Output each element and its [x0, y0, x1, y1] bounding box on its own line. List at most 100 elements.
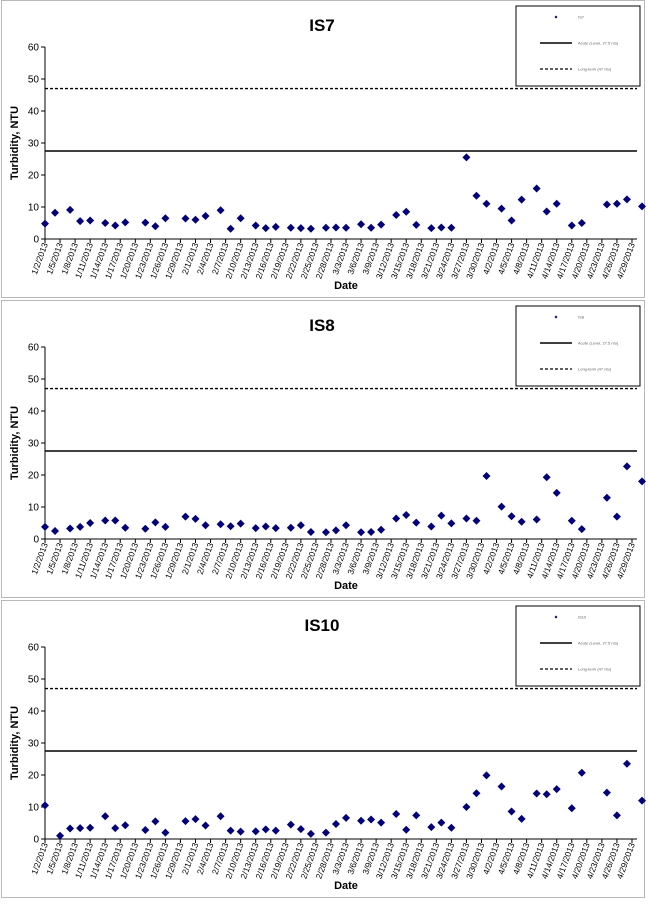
- data-point: [612, 512, 621, 521]
- data-point: [577, 219, 586, 227]
- data-point: [76, 217, 85, 226]
- data-point: [101, 812, 110, 821]
- legend-label: Long-term (47 ntu): [578, 367, 612, 372]
- scatter-series: [41, 462, 646, 537]
- data-point: [271, 222, 280, 231]
- data-point: [261, 224, 270, 233]
- data-point: [412, 811, 421, 820]
- data-point: [41, 801, 49, 810]
- data-point: [121, 523, 130, 532]
- data-point: [121, 821, 130, 830]
- legend-label: Long-term (47 ntu): [578, 667, 612, 672]
- data-point: [542, 473, 551, 482]
- y-tick-label: 20: [28, 171, 40, 182]
- data-point: [577, 768, 586, 777]
- legend-label: IS10: [578, 615, 587, 620]
- data-point: [286, 820, 295, 829]
- data-point: [86, 519, 95, 527]
- data-point: [151, 518, 160, 527]
- data-point: [567, 516, 576, 525]
- legend-label: IS8: [578, 315, 585, 320]
- data-point: [622, 759, 631, 768]
- data-point: [216, 206, 225, 215]
- data-point: [497, 502, 506, 511]
- data-point: [321, 223, 330, 232]
- legend-box: [515, 5, 641, 87]
- data-point: [201, 211, 210, 220]
- data-point: [622, 462, 631, 471]
- data-point: [552, 785, 561, 794]
- chart-title: IS10: [305, 616, 340, 635]
- legend-label: Long-term (47 ntu): [578, 67, 612, 72]
- x-axis-label: Date: [334, 280, 358, 292]
- data-point: [412, 518, 421, 527]
- data-point: [472, 191, 481, 200]
- data-point: [412, 220, 421, 229]
- data-point: [437, 818, 446, 827]
- data-point: [141, 218, 150, 227]
- chart-panel-is7: IS7 Turbidity, NTU Date 0 10 20 30 40 50 60 1/2/20…: [1, 0, 646, 298]
- data-point: [427, 522, 436, 531]
- data-point: [472, 789, 481, 798]
- data-point: [296, 224, 305, 233]
- y-tick-label: 30: [28, 739, 40, 750]
- x-axis-label: Date: [334, 880, 358, 892]
- data-point: [321, 828, 330, 837]
- legend-label: IS7: [578, 15, 585, 20]
- data-point: [121, 218, 130, 227]
- data-point: [151, 222, 160, 231]
- data-point: [517, 814, 526, 823]
- data-point: [296, 521, 305, 530]
- data-point: [542, 207, 551, 216]
- data-point: [236, 827, 245, 836]
- y-tick-label: 40: [28, 707, 40, 718]
- data-point: [141, 524, 150, 533]
- data-point: [462, 803, 471, 811]
- data-point: [191, 514, 200, 523]
- data-point: [602, 493, 611, 502]
- data-point: [567, 221, 576, 230]
- data-point: [552, 199, 561, 208]
- data-point: [331, 223, 340, 232]
- data-point: [66, 205, 75, 214]
- data-point: [622, 195, 631, 204]
- data-point: [41, 219, 49, 228]
- data-point: [342, 813, 351, 822]
- data-point: [377, 818, 386, 827]
- data-point: [462, 514, 471, 523]
- data-point: [226, 522, 235, 531]
- data-point: [472, 516, 481, 525]
- legend: IS8 Acute (Level, 27.5 ntu) Long-term (47 …: [515, 305, 641, 387]
- data-point: [447, 519, 456, 528]
- legend-box: [515, 305, 641, 387]
- y-tick-label: 50: [28, 675, 40, 686]
- data-point: [226, 826, 235, 835]
- legend-marker: [554, 15, 558, 19]
- data-point: [141, 826, 150, 835]
- data-point: [377, 525, 386, 534]
- data-point: [517, 517, 526, 526]
- data-point: [331, 526, 340, 535]
- data-point: [507, 807, 516, 816]
- data-point: [76, 522, 85, 531]
- legend-label: Acute (Level, 27.5 ntu): [578, 341, 619, 346]
- data-point: [191, 215, 200, 224]
- data-point: [181, 214, 190, 223]
- legend-box: [515, 605, 641, 687]
- data-point: [437, 511, 446, 520]
- y-tick-label: 0: [33, 535, 39, 546]
- data-point: [367, 527, 376, 536]
- y-tick-label: 40: [28, 407, 40, 418]
- y-tick-label: 20: [28, 471, 40, 482]
- data-point: [602, 200, 611, 209]
- y-tick-label: 0: [33, 235, 39, 246]
- legend-marker: [554, 615, 558, 619]
- chart-panel-is8: IS8 Turbidity, NTU Date 0 10 20 30 40 50 60 1/2/20…: [1, 300, 646, 598]
- y-axis-label: Turbidity, NTU: [9, 106, 21, 180]
- data-point: [201, 821, 210, 830]
- y-tick-label: 10: [28, 803, 40, 814]
- data-point: [236, 519, 245, 528]
- data-point: [286, 523, 295, 532]
- data-point: [286, 223, 295, 232]
